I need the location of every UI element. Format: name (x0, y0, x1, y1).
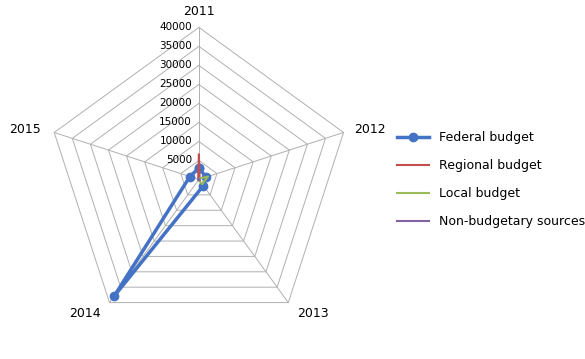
Text: 25000: 25000 (159, 79, 192, 89)
Text: 5000: 5000 (166, 155, 192, 165)
Text: 30000: 30000 (160, 60, 192, 70)
Text: 35000: 35000 (159, 41, 192, 51)
Text: 40000: 40000 (160, 22, 192, 32)
Text: 2015: 2015 (9, 123, 40, 136)
Text: 10000: 10000 (160, 136, 192, 146)
Text: 2013: 2013 (297, 307, 329, 320)
Text: 20000: 20000 (160, 98, 192, 108)
Text: 15000: 15000 (159, 117, 192, 127)
Text: 2011: 2011 (183, 5, 215, 18)
Legend: Federal budget, Regional budget, Local budget, Non-budgetary sources: Federal budget, Regional budget, Local b… (393, 126, 585, 233)
Text: 2012: 2012 (355, 123, 386, 136)
Text: 2014: 2014 (68, 307, 101, 320)
